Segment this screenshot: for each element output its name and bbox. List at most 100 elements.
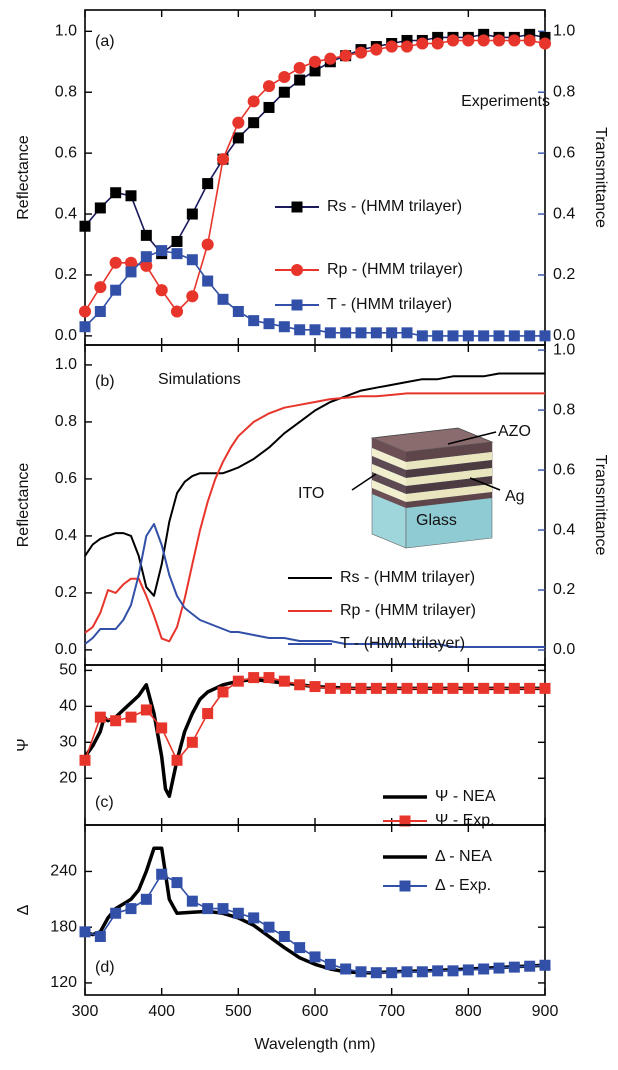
marker (171, 877, 183, 889)
legend-label: T - (HMM trilayer) (327, 296, 452, 313)
marker (416, 330, 428, 342)
marker (324, 52, 337, 65)
marker (94, 930, 106, 942)
marker (355, 327, 367, 339)
legend-label: Rs - (HMM trilayer) (340, 569, 475, 586)
marker (79, 926, 91, 938)
y2-tick-label: 0.6 (553, 461, 575, 478)
marker (308, 55, 322, 68)
marker (462, 330, 474, 342)
legend-marker (291, 299, 303, 311)
legend-marker (291, 201, 303, 213)
marker (155, 284, 168, 297)
legend-marker (399, 815, 411, 827)
annotation: Simulations (158, 371, 241, 388)
x-tick-label: 300 (72, 1003, 99, 1020)
marker (170, 305, 184, 318)
marker (478, 682, 490, 694)
marker (462, 34, 475, 47)
marker (447, 330, 459, 342)
y-tick-label: 0.8 (55, 413, 77, 430)
marker (478, 963, 490, 975)
y-axis-label: Ψ (15, 738, 32, 751)
marker (401, 682, 413, 694)
annotation: (a) (95, 33, 115, 50)
marker (370, 967, 382, 979)
marker (125, 903, 137, 915)
marker (140, 259, 153, 272)
y2-tick-label: 0.4 (553, 205, 575, 222)
marker (432, 330, 444, 342)
y2-tick-label: 0.0 (553, 327, 575, 344)
annotation: (d) (95, 959, 115, 976)
marker (110, 284, 122, 296)
marker (186, 736, 198, 748)
marker (110, 715, 122, 727)
y-tick-label: 50 (59, 662, 77, 679)
marker (217, 293, 229, 305)
series (84, 372, 545, 597)
marker (431, 37, 444, 50)
inset-label: AZO (498, 423, 531, 440)
legend-marker (399, 880, 411, 892)
marker (401, 34, 413, 46)
marker (202, 178, 214, 190)
marker (294, 324, 306, 336)
marker (79, 754, 91, 766)
marker (125, 190, 137, 202)
y2-tick-label: 0.8 (553, 83, 575, 100)
marker (263, 921, 275, 933)
legend-label: T - (HMM trilayer) (340, 635, 465, 652)
series (83, 677, 545, 798)
data-line (83, 677, 545, 798)
y-tick-label: 240 (50, 863, 77, 880)
marker (216, 153, 230, 166)
marker (125, 711, 137, 723)
marker (94, 281, 107, 294)
marker (202, 275, 214, 287)
marker (94, 202, 106, 214)
marker (248, 315, 260, 327)
y2-tick-label: 1.0 (553, 341, 575, 358)
marker (248, 672, 260, 684)
marker (232, 907, 244, 919)
marker (263, 672, 275, 684)
series (84, 392, 545, 643)
marker (539, 31, 551, 43)
legend-label: Rp - (HMM trilayer) (327, 261, 463, 278)
inset-label: Ag (505, 488, 525, 505)
x-tick-label: 600 (302, 1003, 329, 1020)
marker (247, 95, 260, 108)
series (79, 672, 551, 766)
y2-tick-label: 0.2 (553, 266, 575, 283)
marker (232, 306, 244, 317)
y2-tick-label: 0.2 (553, 581, 575, 598)
y-axis-label: Reflectance (15, 463, 32, 548)
marker (125, 266, 137, 278)
marker (386, 967, 398, 979)
marker (171, 754, 183, 766)
y-tick-label: 0.2 (55, 266, 77, 283)
marker (156, 722, 168, 734)
y-tick-label: 40 (59, 698, 77, 715)
y-tick-label: 0.6 (55, 144, 77, 161)
marker (309, 951, 321, 963)
marker (186, 208, 198, 220)
marker (217, 903, 229, 915)
marker (524, 330, 536, 342)
marker (401, 327, 413, 339)
legend-label: Δ - NEA (435, 848, 492, 865)
marker (432, 965, 444, 977)
x-tick-label: 800 (455, 1003, 482, 1020)
marker (432, 682, 444, 694)
legend-label: Rp - (HMM trilayer) (340, 602, 476, 619)
marker (478, 330, 490, 342)
marker (232, 675, 244, 687)
marker (339, 49, 352, 62)
y2-tick-label: 0.8 (553, 401, 575, 418)
annotation: Experiments (461, 93, 550, 110)
marker (523, 34, 536, 47)
marker (508, 34, 521, 47)
series (79, 245, 551, 342)
marker (416, 682, 428, 694)
